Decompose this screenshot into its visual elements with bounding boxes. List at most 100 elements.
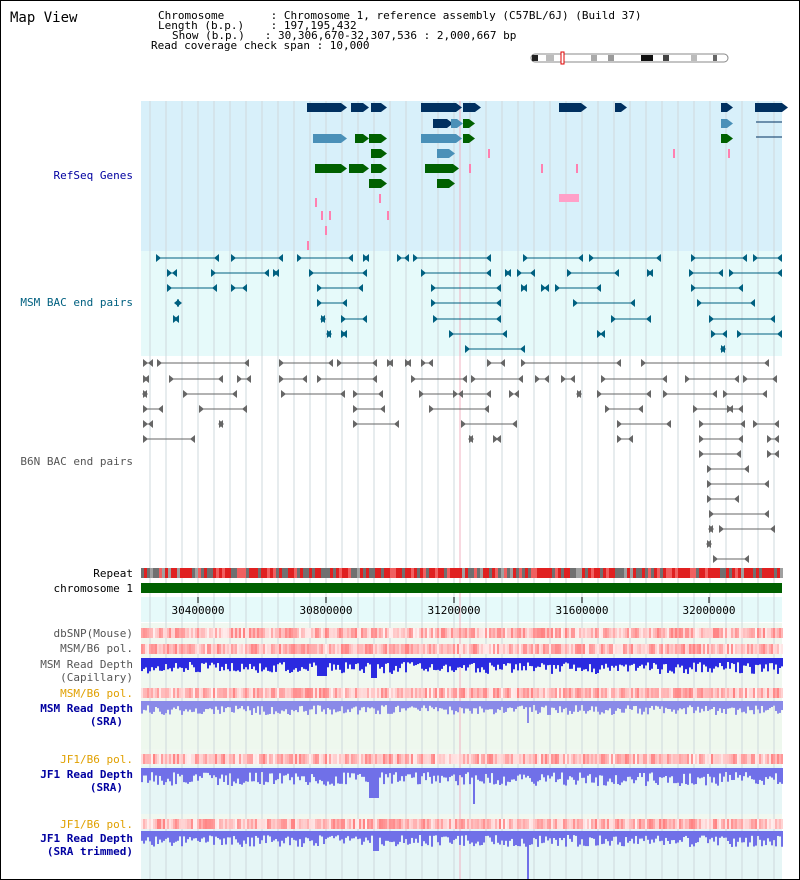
jf1-sra-depth (425, 768, 427, 781)
msm-pol-heat (199, 644, 201, 654)
jf1-trimmed-depth (397, 831, 399, 845)
jf1-trimmed-depth (153, 831, 155, 847)
b6n-bac-pair-end (218, 420, 223, 428)
jf1-trimmed-depth (687, 831, 689, 838)
msm-sra-depth (323, 701, 325, 710)
jf1-trimmed-depth (151, 831, 153, 845)
msm-pol-heat (667, 644, 669, 654)
msm-pol-heat (495, 644, 497, 654)
msm-pol-heat (279, 644, 281, 654)
jf1-pol-heat (387, 754, 389, 764)
jf1-trimmed-depth (289, 831, 291, 846)
jf1-pol-heat (239, 754, 241, 764)
jf1-pol-heat-2 (573, 819, 575, 829)
msm-capillary-depth (187, 658, 189, 670)
jf1-sra-depth (503, 768, 505, 777)
jf1-pol-heat-2 (335, 819, 337, 829)
jf1-trimmed-depth (729, 831, 731, 844)
msm-capillary-depth (155, 658, 157, 669)
jf1-pol-heat-2 (217, 819, 219, 829)
b6n-bac-pair-end (744, 465, 749, 473)
jf1-pol-heat-2 (495, 819, 497, 829)
jf1-trimmed-depth (269, 831, 271, 837)
jf1-pol-heat (737, 754, 739, 764)
msm-pol-heat-2 (515, 688, 517, 698)
jf1-pol-heat-2 (717, 819, 719, 829)
msm-sra-depth (395, 701, 397, 707)
chromosome-label: chromosome 1 (53, 582, 133, 595)
dbsnp-heat (747, 628, 749, 638)
jf1-pol-heat-2 (203, 819, 205, 829)
msm-pol-heat-2 (739, 688, 741, 698)
msm-pol-heat (411, 644, 413, 654)
msm-pol-heat (479, 644, 481, 654)
jf1-trimmed-depth (327, 831, 329, 838)
msm-pol-heat-2 (545, 688, 547, 698)
dbsnp-heat (515, 628, 517, 638)
dbsnp-heat (587, 628, 589, 638)
repeat-segment (225, 568, 228, 578)
b6n-bac-pair-end (712, 390, 717, 398)
jf1-pol-heat-2 (331, 819, 333, 829)
jf1-pol-heat (377, 754, 379, 764)
jf1-trimmed-depth (705, 831, 707, 838)
jf1-sra-depth (633, 768, 635, 784)
dbsnp-heat (637, 628, 639, 638)
refseq-gene (421, 103, 456, 112)
dbsnp-heat (755, 628, 757, 638)
dbsnp-heat (583, 628, 585, 638)
msm-pol-heat (247, 644, 249, 654)
jf1-trimmed-depth (545, 831, 547, 837)
msm-capillary-depth (691, 658, 693, 670)
msm-pol-heat-2 (381, 688, 383, 698)
jf1-sra-depth (685, 768, 687, 785)
jf1-pol-heat-2 (579, 819, 581, 829)
dbsnp-heat (151, 628, 153, 638)
msm-pol-heat-2 (595, 688, 597, 698)
msm-sra-depth (629, 701, 631, 710)
msm-pol-heat (351, 644, 353, 654)
msm-capillary-depth (233, 658, 235, 671)
dbsnp-heat (249, 628, 251, 638)
jf1-trimmed-depth (757, 831, 759, 837)
b6n-bac-pair-end (708, 525, 713, 533)
msm-capillary-depth (251, 658, 253, 669)
msm-capillary-depth (433, 658, 435, 670)
msm-pol-heat-2 (555, 688, 557, 698)
msm-pol-heat-2 (649, 688, 651, 698)
msm-pol-heat-2 (283, 688, 285, 698)
msm-capillary-depth (729, 658, 731, 669)
jf1-trimmed-depth (245, 831, 247, 844)
msm-sra-depth (607, 701, 609, 711)
msm-sra-depth (403, 701, 405, 709)
gene-strand-arrow (341, 164, 347, 173)
jf1-pol-heat (395, 754, 397, 764)
msm-pol-heat (213, 644, 215, 654)
jf1-trimmed-depth (347, 831, 349, 837)
msm-capillary-depth (421, 658, 423, 669)
msm-pol-heat-2 (501, 688, 503, 698)
jf1-pol-heat-2 (329, 819, 331, 829)
msm-sra-depth (541, 701, 543, 707)
msm-sra-depth (409, 701, 411, 708)
msm-capillary-depth (173, 658, 175, 668)
msm-capillary-depth (633, 658, 635, 664)
dbsnp-heat (605, 628, 607, 638)
msm-capillary-depth (523, 658, 525, 667)
msm-pol-heat-2 (405, 688, 407, 698)
msm-sra-depth (331, 701, 333, 715)
repeat-segment (606, 568, 609, 578)
msm-pol-heat-2 (663, 688, 665, 698)
jf1-trimmed-depth (441, 831, 443, 838)
jf1-trimmed-depth (443, 831, 445, 837)
msm-sra-depth (299, 701, 301, 707)
msm-pol-heat (627, 644, 629, 654)
dbsnp-heat (575, 628, 577, 638)
msm-pol-heat-2 (157, 688, 159, 698)
jf1-trimmed-depth (281, 831, 283, 841)
jf1-trimmed-depth (167, 831, 169, 838)
msm-pol-heat-2 (519, 688, 521, 698)
jf1-pol-heat-2 (463, 819, 465, 829)
msm-pol-heat-2 (573, 688, 575, 698)
